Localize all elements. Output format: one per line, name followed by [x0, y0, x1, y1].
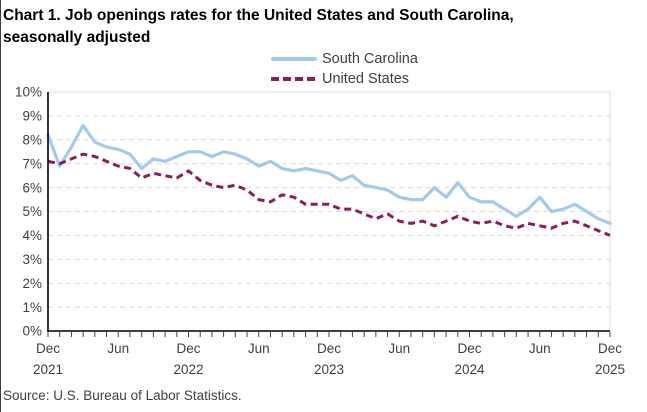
legend-line-swatch-south-carolina	[271, 57, 317, 61]
svg-text:7%: 7%	[22, 156, 42, 171]
series-line-south-carolina	[46, 123, 612, 225]
x-axis-labels: Dec 2021 Jun Dec 2022 Jun Dec 2023 Jun Dec 2024 Jun…	[33, 341, 625, 377]
svg-text:Jun: Jun	[388, 341, 410, 356]
legend-item-united-states: United States	[271, 69, 418, 89]
y-axis-labels: 0% 1% 2% 3% 4% 5% 6% 7% 8% 9% 10%	[15, 85, 42, 339]
chart-title: Chart 1. Job openings rates for the Unit…	[3, 5, 639, 49]
svg-text:Dec: Dec	[176, 341, 200, 356]
svg-text:6%: 6%	[22, 180, 42, 195]
svg-text:Jun: Jun	[529, 341, 551, 356]
legend-line-swatch-united-states	[271, 77, 317, 81]
svg-text:5%: 5%	[22, 204, 42, 219]
legend-label-south-carolina: South Carolina	[322, 51, 418, 67]
svg-text:8%: 8%	[22, 133, 42, 148]
legend-item-south-carolina: South Carolina	[271, 49, 418, 69]
svg-text:2021: 2021	[33, 362, 63, 377]
left-edge-border	[0, 0, 1, 412]
series-line-united-states	[47, 152, 611, 237]
svg-text:9%: 9%	[22, 109, 42, 124]
svg-text:3%: 3%	[22, 252, 42, 267]
chart-title-line2: seasonally adjusted	[3, 29, 151, 46]
svg-text:1%: 1%	[22, 300, 42, 315]
axes	[47, 92, 610, 332]
svg-text:Dec: Dec	[598, 341, 622, 356]
svg-text:Dec: Dec	[457, 341, 481, 356]
svg-text:Dec: Dec	[36, 341, 60, 356]
svg-text:Dec: Dec	[317, 341, 341, 356]
source-note: Source: U.S. Bureau of Labor Statistics.	[3, 388, 242, 403]
svg-text:4%: 4%	[22, 228, 42, 243]
legend: South Carolina United States	[271, 49, 418, 89]
svg-text:10%: 10%	[15, 85, 42, 100]
gridlines	[48, 91, 610, 308]
x-axis-ticks	[47, 332, 611, 337]
svg-text:0%: 0%	[22, 324, 42, 339]
svg-text:2023: 2023	[314, 362, 344, 377]
legend-label-united-states: United States	[322, 71, 410, 87]
svg-text:Jun: Jun	[248, 341, 270, 356]
svg-text:2024: 2024	[454, 362, 485, 377]
svg-text:2%: 2%	[22, 276, 42, 291]
svg-text:2022: 2022	[173, 362, 203, 377]
chart-title-line1: Chart 1. Job openings rates for the Unit…	[3, 7, 514, 24]
svg-text:Jun: Jun	[107, 341, 129, 356]
svg-text:2025: 2025	[595, 362, 625, 377]
